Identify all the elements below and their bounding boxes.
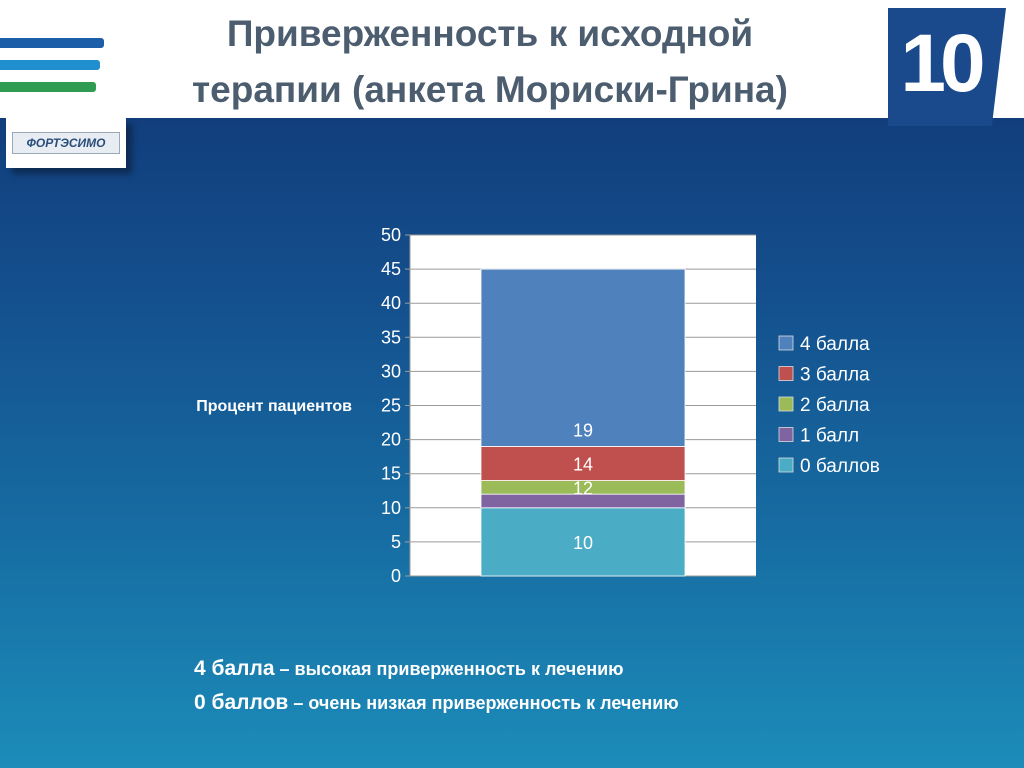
y-tick-label: 20 [381,430,401,450]
y-axis-label: Процент пациентов [196,398,352,415]
slide-number-badge: 10 [888,8,1006,126]
y-tick-label: 15 [381,464,401,484]
y-tick-label: 45 [381,259,401,279]
y-tick-label: 30 [381,361,401,381]
note-line-low: 0 баллов – очень низкая приверженность к… [194,686,679,720]
stripe-blue-dark [0,38,104,48]
logo: ФОРТЭСИМО [6,118,126,168]
stacked-bar-chart: 0 5 10 15 20 25 30 35 40 45 50 10 12 14 19 Процент паци… [196,225,880,586]
legend-swatch-1 [778,366,794,381]
data-label: 12 [573,478,593,498]
notes: 4 балла – высокая приверженность к лечен… [194,652,679,720]
stripe-green [0,82,96,92]
slide-number: 10 [900,18,985,109]
data-label: 10 [573,533,593,553]
y-tick-label: 50 [381,225,401,245]
slide-title-line1: Приверженность к исходной [226,13,754,54]
y-tick-label: 5 [391,532,401,552]
note-key-high: 4 балла [194,657,275,680]
note-text-high: – высокая приверженность к лечению [274,659,624,679]
slide-title-line2: терапии (анкета Мориски-Грина) [192,69,788,110]
legend-swatch-2 [778,396,794,412]
data-label: 14 [573,454,593,474]
bar-segment-4 [480,268,686,447]
legend-label: 4 балла [800,334,870,355]
legend-label: 2 балла [800,395,870,416]
stripes-decoration [0,38,104,98]
y-tick-label: 40 [381,293,401,313]
slide-title: Приверженность к исходной терапии (анкет… [110,6,870,118]
data-label: 19 [573,420,593,440]
note-line-high: 4 балла – высокая приверженность к лечен… [194,652,679,686]
logo-text: ФОРТЭСИМО [12,132,120,154]
stripe-blue-light [0,60,100,70]
bar-segment-3 [480,446,686,481]
y-tick-label: 10 [381,498,401,518]
note-text-low: – очень низкая приверженность к лечению [288,693,679,713]
y-tick-label: 0 [391,566,401,586]
legend-swatch-4 [778,457,794,473]
legend-swatch-0 [778,335,794,351]
y-tick-label: 35 [381,327,401,347]
slide-header: Приверженность к исходной терапии (анкет… [0,0,1024,118]
y-tick-label: 25 [381,396,401,416]
legend-swatch-3 [778,427,794,442]
legend-label: 3 балла [800,365,870,386]
legend-label: 0 баллов [800,456,880,477]
bar-segment-0 [480,507,686,577]
legend-label: 1 балл [800,426,859,447]
note-key-low: 0 баллов [194,691,289,714]
